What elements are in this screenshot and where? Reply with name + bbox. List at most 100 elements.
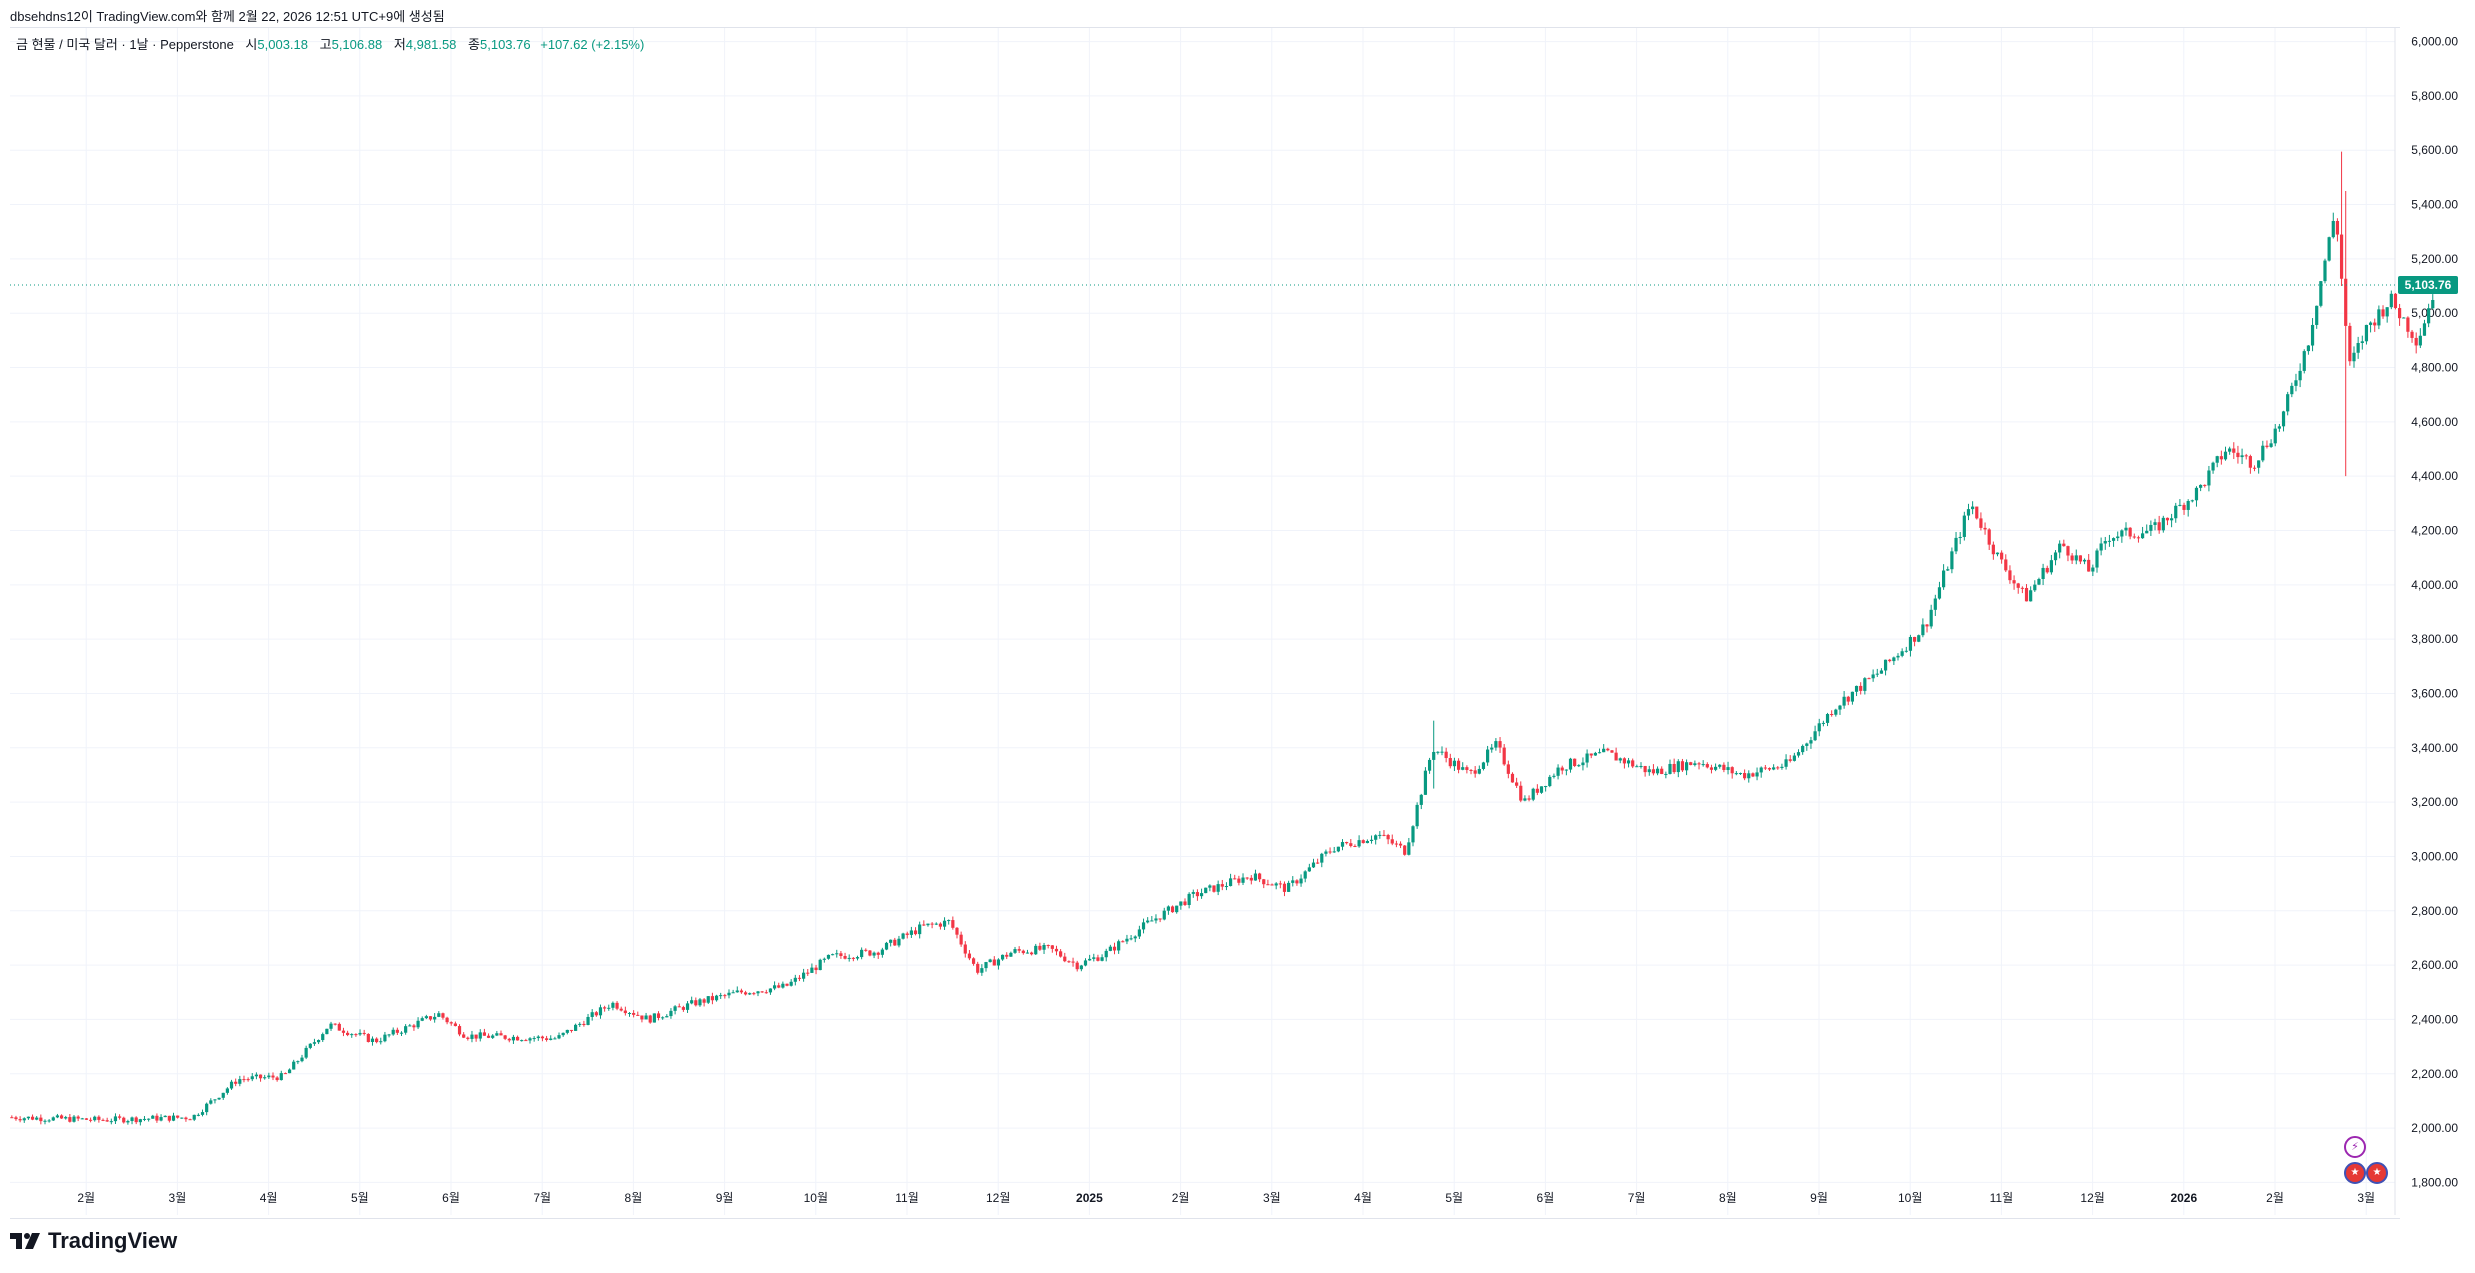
candle-body: [785, 983, 789, 986]
lightning-event-icon[interactable]: ⚡: [2344, 1136, 2366, 1158]
candle-body: [677, 1006, 681, 1008]
candle-body: [2033, 584, 2037, 591]
candle-body: [797, 977, 802, 979]
candle-body: [2074, 555, 2078, 561]
candle-body: [308, 1043, 312, 1048]
candle-body: [574, 1024, 578, 1031]
candle-body: [1088, 958, 1092, 961]
candle-body: [184, 1117, 188, 1120]
candle-body: [731, 992, 735, 994]
candle-body: [1291, 880, 1295, 883]
candle-body: [656, 1013, 661, 1018]
candle-body: [1204, 887, 1208, 894]
candle-body: [1199, 893, 1204, 897]
candle-body: [428, 1016, 433, 1020]
candle-body: [2244, 455, 2248, 457]
candle-body: [279, 1073, 283, 1081]
legend-close-label: 종: [468, 37, 480, 52]
candle-body: [578, 1023, 582, 1025]
candle-body: [2269, 443, 2273, 447]
candle-body: [1432, 751, 1436, 760]
candle-body: [1208, 885, 1212, 888]
candle-body: [1892, 657, 1896, 662]
candle-body: [789, 981, 793, 986]
candle-body: [1506, 764, 1510, 774]
candle-body: [615, 1002, 619, 1009]
candle-body: [1556, 767, 1560, 776]
candle-body: [847, 957, 851, 959]
candle-body: [176, 1115, 180, 1118]
candle-body: [764, 992, 768, 994]
us-flag-event-icon[interactable]: ★: [2366, 1162, 2388, 1184]
y-tick-label: 4,400.00: [2411, 469, 2458, 483]
y-tick-label: 6,000.00: [2411, 35, 2458, 49]
candle-body: [499, 1033, 503, 1036]
x-tick-label: 7월: [1628, 1191, 1646, 1205]
candle-body: [557, 1035, 561, 1039]
us-flag-event-icon[interactable]: ★: [2344, 1162, 2366, 1184]
candle-body: [1846, 696, 1850, 702]
candle-body: [1597, 752, 1602, 754]
tradingview-brand[interactable]: TradingView: [10, 1228, 177, 1254]
y-tick-label: 3,200.00: [2411, 795, 2458, 809]
candle-body: [1386, 834, 1390, 840]
x-tick-label: 12월: [2080, 1191, 2104, 1205]
candle-body: [1183, 901, 1187, 905]
candle-body: [511, 1036, 516, 1041]
chart-caption: dbsehdns12이 TradingView.com와 함께 2월 22, 2…: [10, 9, 445, 24]
candle-body: [1423, 770, 1428, 795]
candle-body: [1311, 862, 1316, 868]
candle-body: [2319, 281, 2323, 306]
candle-body: [1684, 762, 1689, 771]
candle-body: [1755, 772, 1759, 777]
candle-body: [918, 924, 922, 935]
candle-body: [1179, 901, 1183, 906]
candle-body: [64, 1117, 68, 1119]
candle-body: [1017, 949, 1021, 951]
candle-body: [254, 1074, 259, 1077]
candle-body: [1912, 636, 1917, 642]
candle-body: [988, 959, 992, 963]
chart-pane[interactable]: [10, 27, 2400, 1219]
candle-body: [1092, 957, 1096, 959]
candle-body: [2356, 343, 2360, 353]
candle-body: [72, 1116, 76, 1122]
candle-body: [399, 1032, 404, 1034]
candle-body: [358, 1032, 362, 1035]
candle-body: [714, 995, 719, 1001]
candle-body: [1502, 747, 1506, 765]
candle-body: [1237, 878, 1241, 883]
candle-body: [967, 953, 972, 959]
x-tick-label: 6월: [442, 1191, 460, 1205]
candle-body: [503, 1035, 507, 1039]
x-tick-label: 10월: [804, 1191, 828, 1205]
candle-body: [1046, 944, 1050, 946]
candle-body: [893, 939, 897, 946]
candle-body: [366, 1033, 370, 1042]
candle-body: [283, 1073, 288, 1075]
candle-body: [1270, 884, 1274, 886]
candle-body: [171, 1115, 176, 1121]
candle-body: [1030, 952, 1034, 955]
candle-body: [1121, 941, 1125, 943]
candle-body: [2037, 579, 2041, 585]
candle-body: [491, 1035, 495, 1038]
candle-body: [673, 1006, 677, 1011]
candle-body: [1448, 758, 1452, 767]
candle-body: [2348, 325, 2352, 362]
candle-body: [814, 967, 818, 971]
candle-body: [1394, 843, 1399, 845]
candle-body: [2149, 524, 2153, 531]
candle-body: [1568, 758, 1573, 770]
candle-body: [167, 1115, 171, 1121]
candle-body: [2020, 587, 2024, 589]
candle-body: [2352, 352, 2356, 362]
candle-body: [1585, 753, 1589, 763]
candle-body: [1983, 527, 1987, 530]
candle-body: [607, 1007, 611, 1009]
candle-body: [1950, 551, 1954, 570]
candle-body: [495, 1033, 499, 1036]
candle-body: [2116, 536, 2120, 539]
candle-body: [652, 1013, 656, 1023]
